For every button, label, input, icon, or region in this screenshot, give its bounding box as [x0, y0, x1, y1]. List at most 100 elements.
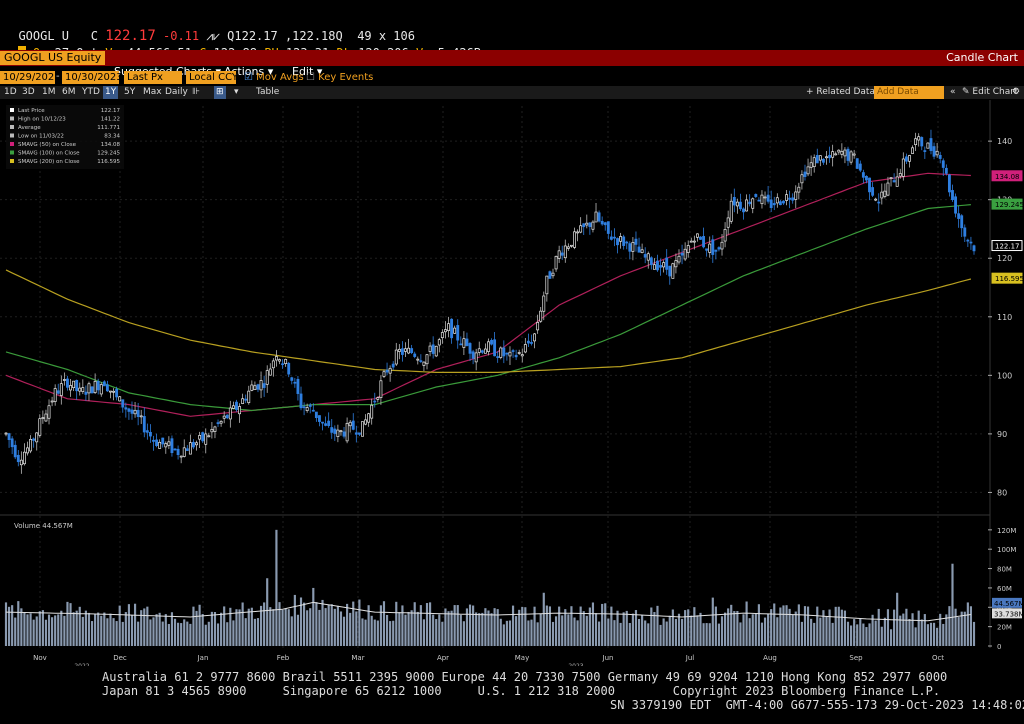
volume-bar [598, 621, 601, 646]
plus-icon: + [806, 87, 814, 97]
legend-label: SMAVG (200) on Close [18, 159, 80, 165]
volume-bar [625, 610, 628, 646]
candle-body [646, 253, 650, 261]
key-events-toggle[interactable]: ☐ Key Events [306, 71, 373, 84]
candle-body [262, 383, 266, 388]
security-field[interactable]: GOOGL US Equity [0, 51, 106, 65]
candle-body [81, 387, 85, 392]
collapse-icon[interactable]: « [950, 87, 956, 97]
volume-tick-label: 100M [997, 546, 1016, 554]
x-tick-label: Dec [113, 654, 127, 662]
ticker[interactable]: GOOGL U [18, 29, 70, 43]
volume-bar [963, 611, 966, 646]
volume-bar [579, 606, 582, 646]
volume-bar [238, 609, 241, 646]
quote-header: GOOGL U C 122.17 -0.11 ⩘⩗ Q122.17 ,122.1… [4, 14, 415, 44]
volume-bar [502, 624, 505, 646]
range-ytd[interactable]: YTD [82, 87, 100, 97]
candle-body [388, 367, 392, 374]
volume-bar [880, 626, 883, 646]
price-tag-label: 116.595 [995, 275, 1024, 283]
volume-bar [306, 610, 309, 646]
volume-bar [644, 620, 647, 646]
candle-body [4, 432, 8, 435]
candle-body [582, 223, 586, 228]
end-date-input[interactable]: 10/30/2023 [62, 71, 123, 84]
volume-bar [349, 612, 352, 646]
mov-avgs-toggle[interactable]: ☑ Mov Avgs [244, 71, 304, 84]
volume-bar [180, 623, 183, 646]
range-5y[interactable]: 5Y [124, 87, 136, 97]
candle-body [397, 348, 401, 352]
candle-body [87, 383, 91, 394]
volume-tick-label: 120M [997, 527, 1016, 535]
legend-value: 141.22 [101, 117, 120, 123]
candle-body [502, 347, 506, 357]
chevron-down-icon[interactable]: ▾ [234, 87, 239, 97]
candle-body [23, 451, 26, 465]
mov-avgs-label: Mov Avgs [256, 72, 304, 83]
candle-body [699, 236, 702, 240]
range-1d[interactable]: 1D [4, 87, 17, 97]
candle-body [560, 252, 564, 256]
related-data-button[interactable]: + Related Data ▾ [806, 86, 882, 99]
candle-body [797, 186, 801, 193]
candle-body [837, 149, 841, 153]
candle-body [10, 438, 14, 448]
start-date-input[interactable]: 10/29/2023 [0, 71, 61, 84]
frequency-select[interactable]: Daily [165, 87, 188, 97]
candle-body [530, 342, 533, 344]
range-1m[interactable]: 1M [42, 87, 56, 97]
volume-bar [505, 620, 508, 646]
candle-body [235, 401, 238, 410]
volume-bar [889, 629, 893, 646]
volume-bar [229, 607, 232, 646]
candle-body [775, 197, 779, 204]
x-tick-label: Jan [197, 654, 209, 662]
currency-select[interactable]: Local CCY [186, 71, 238, 84]
volume-bar [235, 609, 238, 646]
candle-body [127, 408, 131, 412]
volume-bar [742, 614, 745, 646]
volume-bar [115, 621, 118, 646]
volume-bar [118, 605, 121, 646]
edit-menu[interactable]: Edit ▾ [278, 51, 322, 78]
suggested-charts-menu[interactable]: Suggested Charts ▾ [100, 51, 221, 78]
field-select[interactable]: Last Px [124, 71, 182, 84]
candle-body [26, 447, 29, 454]
range-1y[interactable]: 1Y [103, 86, 119, 99]
volume-bar [84, 610, 87, 646]
candle-body [622, 236, 626, 246]
candle-body [419, 360, 423, 362]
candle-type-icon[interactable]: ⊞ [214, 86, 226, 99]
candle-body [806, 166, 810, 175]
range-bar: 1D 3D 1M 6M YTD 1Y 5Y Max Daily ⊪ ⊞ ▾ Ta… [0, 86, 1024, 99]
volume-tick-label: 0 [997, 643, 1001, 651]
range-3d[interactable]: 3D [22, 87, 35, 97]
range-6m[interactable]: 6M [62, 87, 76, 97]
candles [4, 129, 976, 474]
range-max[interactable]: Max [143, 87, 162, 97]
chart-type-icon[interactable]: ⊪ [192, 87, 200, 97]
function-toolbar: GOOGL US Equity Suggested Charts ▾ Actio… [0, 50, 1024, 78]
table-button[interactable]: Table [256, 87, 280, 97]
edit-chart-button[interactable]: ✎ Edit Chart [962, 86, 1017, 99]
volume-bar [693, 607, 696, 646]
candle-body [370, 404, 374, 419]
candle-body [969, 241, 973, 244]
volume-bar [192, 606, 195, 646]
volume-bar [44, 619, 48, 646]
candle-body [551, 272, 555, 277]
volume-bar [275, 529, 278, 646]
candle-body [459, 343, 463, 346]
legend-swatch [10, 150, 14, 155]
candle-body [109, 390, 112, 393]
volume-bar [496, 609, 499, 646]
chart-area[interactable]: 1401301201101009080 134.08129.245122.171… [0, 100, 1024, 666]
legend-swatch [10, 142, 14, 146]
add-data-input[interactable]: Add Data [874, 86, 944, 99]
settings-icon[interactable]: ⚙ [1012, 87, 1021, 97]
candle-body [652, 264, 656, 270]
actions-menu[interactable]: Actions ▾ [210, 51, 273, 78]
candle-body [38, 418, 42, 436]
